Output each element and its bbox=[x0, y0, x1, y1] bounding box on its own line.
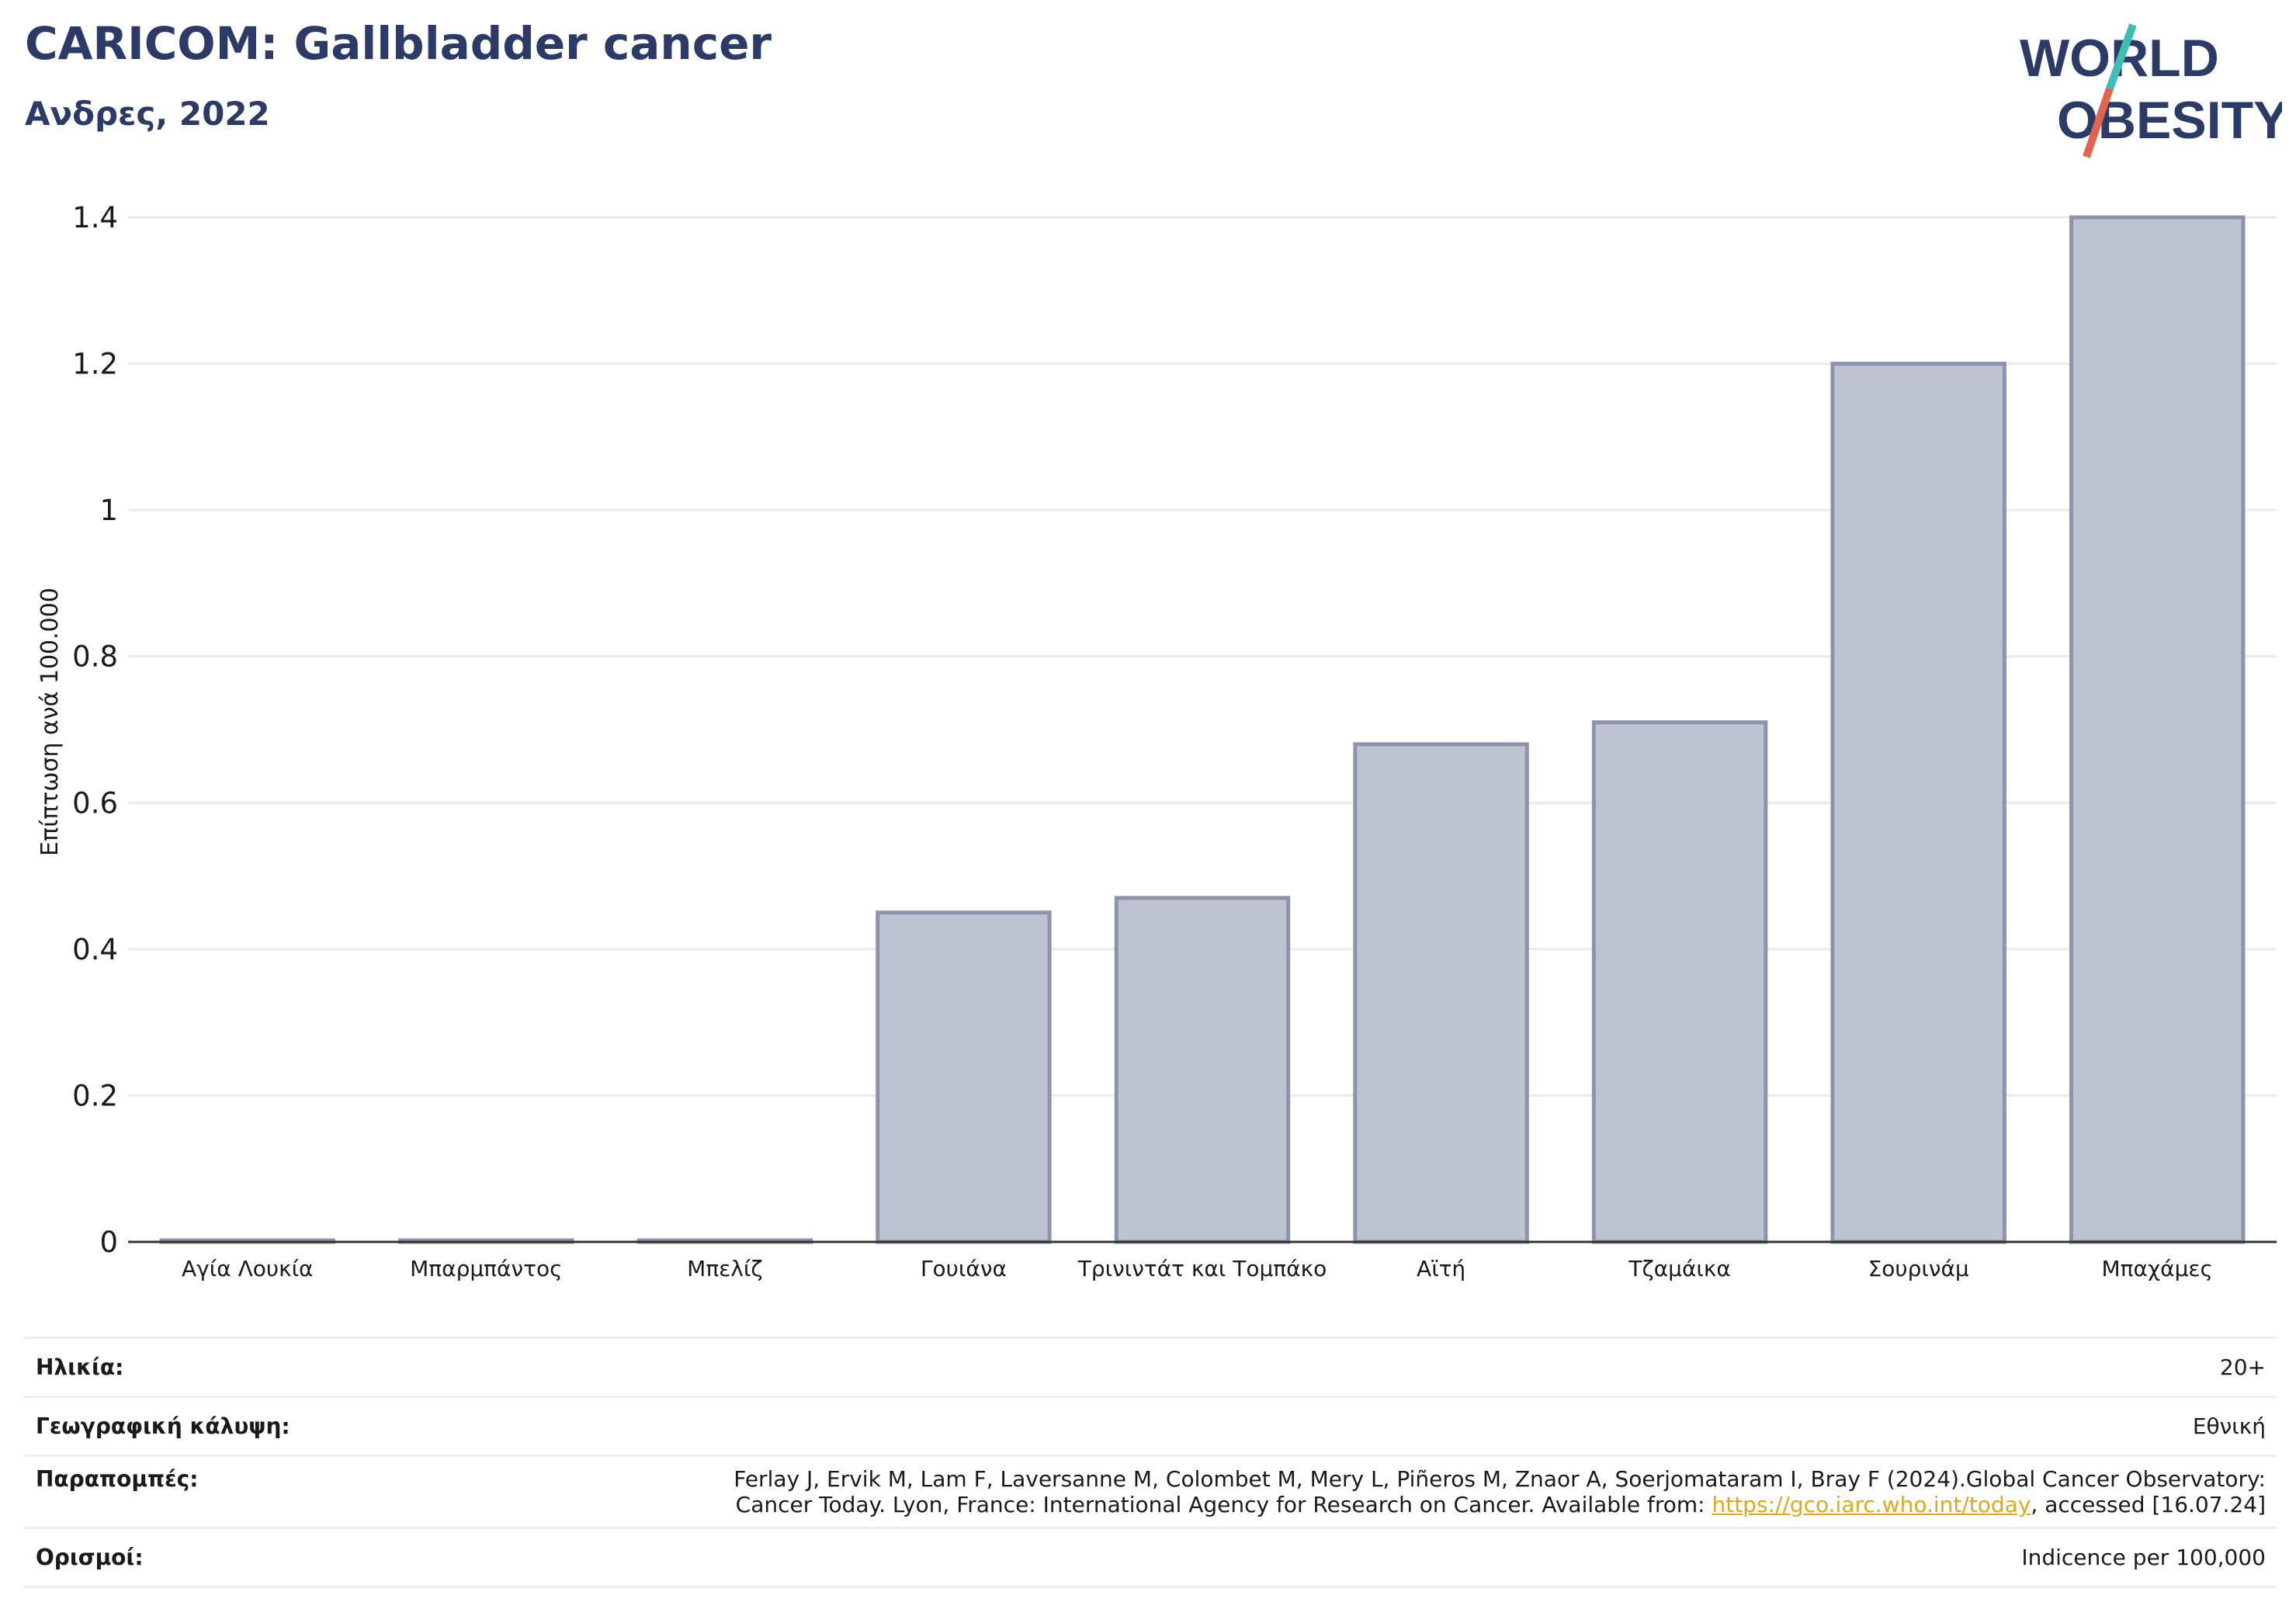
references-link[interactable]: https://gco.iarc.who.int/today bbox=[1712, 1492, 2031, 1517]
x-tick-label: Αγία Λουκία bbox=[182, 1256, 313, 1281]
definitions-value: Indicence per 100,000 bbox=[2021, 1545, 2266, 1570]
bar bbox=[876, 910, 1052, 1244]
age-value: 20+ bbox=[2219, 1354, 2266, 1380]
x-tick-label: Τρινιντάτ και Τομπάκο bbox=[1077, 1256, 1327, 1281]
bar bbox=[1591, 720, 1768, 1244]
bar bbox=[1353, 742, 1529, 1244]
page-title: CARICOM: Gallbladder cancer bbox=[25, 17, 772, 70]
info-row-definitions: Ορισμοί: Indicence per 100,000 bbox=[23, 1527, 2277, 1588]
bar bbox=[2069, 215, 2246, 1244]
y-tick-label: 0.8 bbox=[72, 640, 118, 674]
x-tick-labels: Αγία Λουκία Μπαρμπάντος Μπελίζ Γουιάνα Τρινι… bbox=[182, 1256, 2213, 1281]
references-value: Ferlay J, Ervik M, Lam F, Laversanne M, … bbox=[734, 1466, 2266, 1517]
y-tick-label: 0.2 bbox=[72, 1079, 118, 1112]
x-tick-label: Τζαμάικα bbox=[1628, 1256, 1731, 1281]
y-tick-labels: 0 0.2 0.4 0.6 0.8 1 1.2 1.4 bbox=[72, 201, 118, 1259]
bar-chart: 0 0.2 0.4 0.6 0.8 1 1.2 1.4 Αγία Λουκία Μπαρμπάν… bbox=[36, 201, 2277, 1281]
definitions-label: Ορισμοί: bbox=[36, 1545, 144, 1570]
logo-slash-top bbox=[2106, 23, 2137, 90]
info-row-references: Παραπομπές: Ferlay J, Ervik M, Lam F, La… bbox=[23, 1455, 2277, 1527]
page-subtitle: Ανδρες, 2022 bbox=[25, 95, 270, 133]
info-row-coverage: Γεωγραφική κάλυψη: Εθνική bbox=[23, 1396, 2277, 1455]
age-label: Ηλικία: bbox=[36, 1354, 124, 1380]
x-tick-label: Αϊτή bbox=[1417, 1256, 1465, 1281]
y-tick-label: 1.4 bbox=[72, 201, 118, 234]
y-tick-label: 0 bbox=[99, 1226, 118, 1259]
bar bbox=[1830, 362, 2006, 1244]
y-tick-label: 0.6 bbox=[72, 786, 118, 820]
world-obesity-logo: WORLD OBESITY bbox=[2018, 23, 2282, 163]
y-tick-label: 1.2 bbox=[72, 348, 118, 381]
references-line2-before: Cancer Today. Lyon, France: Internationa… bbox=[735, 1492, 1712, 1517]
coverage-label: Γεωγραφική κάλυψη: bbox=[36, 1413, 290, 1439]
coverage-value: Εθνική bbox=[2192, 1413, 2266, 1439]
x-tick-label: Σουρινάμ bbox=[1868, 1256, 1969, 1281]
bar bbox=[1114, 896, 1291, 1244]
y-tick-label: 0.4 bbox=[72, 933, 118, 966]
bars bbox=[159, 215, 2246, 1244]
references-line2-after: , accessed [16.07.24] bbox=[2031, 1492, 2266, 1517]
references-label: Παραπομπές: bbox=[36, 1466, 199, 1492]
x-tick-label: Γουιάνα bbox=[921, 1256, 1007, 1281]
info-table: Ηλικία: 20+ Γεωγραφική κάλυψη: Εθνική Πα… bbox=[23, 1337, 2277, 1588]
info-row-age: Ηλικία: 20+ bbox=[23, 1337, 2277, 1396]
logo-slash-bottom bbox=[2083, 87, 2114, 158]
references-line1: Ferlay J, Ervik M, Lam F, Laversanne M, … bbox=[734, 1466, 2266, 1492]
y-axis-label: Επίπτωση ανά 100.000 bbox=[36, 588, 64, 856]
x-tick-label: Μπαχάμες bbox=[2101, 1256, 2213, 1281]
x-tick-label: Μπελίζ bbox=[687, 1256, 762, 1281]
y-tick-label: 1 bbox=[99, 494, 118, 527]
x-tick-label: Μπαρμπάντος bbox=[410, 1256, 562, 1281]
